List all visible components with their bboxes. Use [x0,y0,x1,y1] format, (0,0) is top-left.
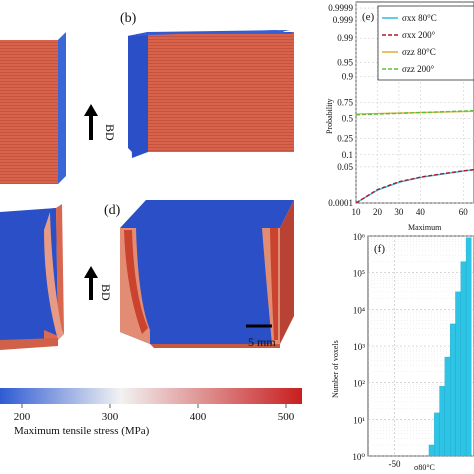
chart-e-x-tick-label: 20 [373,207,383,217]
chart-f-bar [428,444,435,457]
chart-e-series-line [355,109,474,116]
chart-e-series-line [355,168,474,204]
chart-f-y-tick-label: 10⁵ [353,269,365,279]
chart-e-y-tick-label: 0.1 [342,150,353,160]
chart-e-y-tick-label: 0.0001 [328,198,353,208]
bd-arrow-bottom [84,266,98,300]
panel-label-f: (f) [374,243,385,255]
panel-label-e: (e) [362,11,375,23]
chart-e-legend-label: σzz 200° [402,64,435,74]
chart-f-bar [439,386,445,457]
chart-e-y-tick-label: 0.05 [337,162,353,172]
colorbar-tick-label: 300 [102,411,119,423]
chart-f-xlabel: σ80°C [414,463,435,472]
chart-f-y-tick-label: 10² [353,379,365,389]
chart-f-y-tick-label: 10⁶ [353,232,365,242]
colorbar-tick-label: 200 [14,411,31,423]
chart-e-xlabel: Maximum [408,223,442,232]
chart-e-y-tick-label: 0.9999 [328,3,353,13]
chart-e-x-tick-label: 10 [352,207,362,217]
chart-f-bars [428,237,472,457]
panel-label-b: (b) [120,11,137,26]
chart-f: 10⁶ 10⁵ 10⁴ 10³ 10² 10¹ 10⁰ -50 (f) Number of … [331,232,474,472]
chart-f-y-tick-label: 10⁴ [353,305,365,315]
chart-e-legend-label: σzz 80°C [402,47,436,57]
block-c [0,204,64,350]
panel-label-d: (d) [104,203,121,218]
chart-e-series [355,109,474,204]
block-a-top [0,32,66,184]
chart-f-bar [455,291,461,457]
chart-f-y-tick-label: 10³ [353,342,365,352]
chart-f-bar [465,237,472,457]
colorbar-tick-label: 400 [190,411,207,423]
chart-e-legend-items: σxx 80°C σxx 200° σzz 80°C σzz 200° [382,13,437,74]
chart-e-y-tick-label: 0.9 [342,71,354,81]
chart-f-y-ticks: 10⁶ 10⁵ 10⁴ 10³ 10² 10¹ 10⁰ [352,232,365,462]
chart-e-y-ticks: 0.9999 0.999 0.99 0.95 0.9 0.75 0.5 0.25 0.1 0.05… [328,3,353,208]
bd-arrow-top [84,104,98,140]
chart-e: 0.9999 0.999 0.99 0.95 0.9 0.75 0.5 0.25 0.1 0.05… [325,1,474,232]
chart-e-legend-label: σxx 200° [402,30,436,40]
chart-e-legend-label: σxx 80°C [402,13,437,23]
scale-bar-label: 5 mm [248,335,276,349]
chart-e-x-ticks: 10 20 30 40 60 [352,207,469,217]
chart-e-y-tick-label: 0.999 [333,15,354,25]
chart-e-y-tick-label: 0.95 [337,57,353,67]
chart-f-bar [434,412,440,457]
chart-e-y-tick-label: 0.75 [337,98,353,108]
chart-f-bar [444,356,451,457]
colorbar-tick-label: 500 [278,411,295,423]
chart-e-x-tick-label: 60 [459,207,469,217]
colorbar-title: Maximum tensile stress (MPa) [14,425,150,437]
chart-f-bar [460,261,467,457]
bd-label-top: BD [103,124,117,141]
chart-f-bar [449,323,456,457]
colorbar-ticks: 200 300 400 500 [14,404,295,423]
chart-e-x-tick-label: 40 [416,207,426,217]
chart-e-y-tick-label: 0.99 [337,33,353,43]
bd-label-bottom: BD [99,284,113,301]
block-d [120,200,294,348]
chart-f-ylabel: Number of voxels [331,340,340,398]
chart-f-x-ticks: -50 [389,459,401,469]
chart-e-y-tick-label: 0.25 [337,134,353,144]
chart-e-ylabel: Probability [325,98,334,134]
colorbar: 200 300 400 500 [0,388,302,423]
chart-f-y-tick-label: 10⁰ [352,452,365,462]
chart-e-y-tick-label: 0.5 [342,114,354,124]
block-b [128,30,294,158]
chart-e-x-tick-label: 30 [394,207,404,217]
chart-f-y-tick-label: 10¹ [353,415,365,425]
chart-f-x-tick-label: -50 [389,459,401,469]
